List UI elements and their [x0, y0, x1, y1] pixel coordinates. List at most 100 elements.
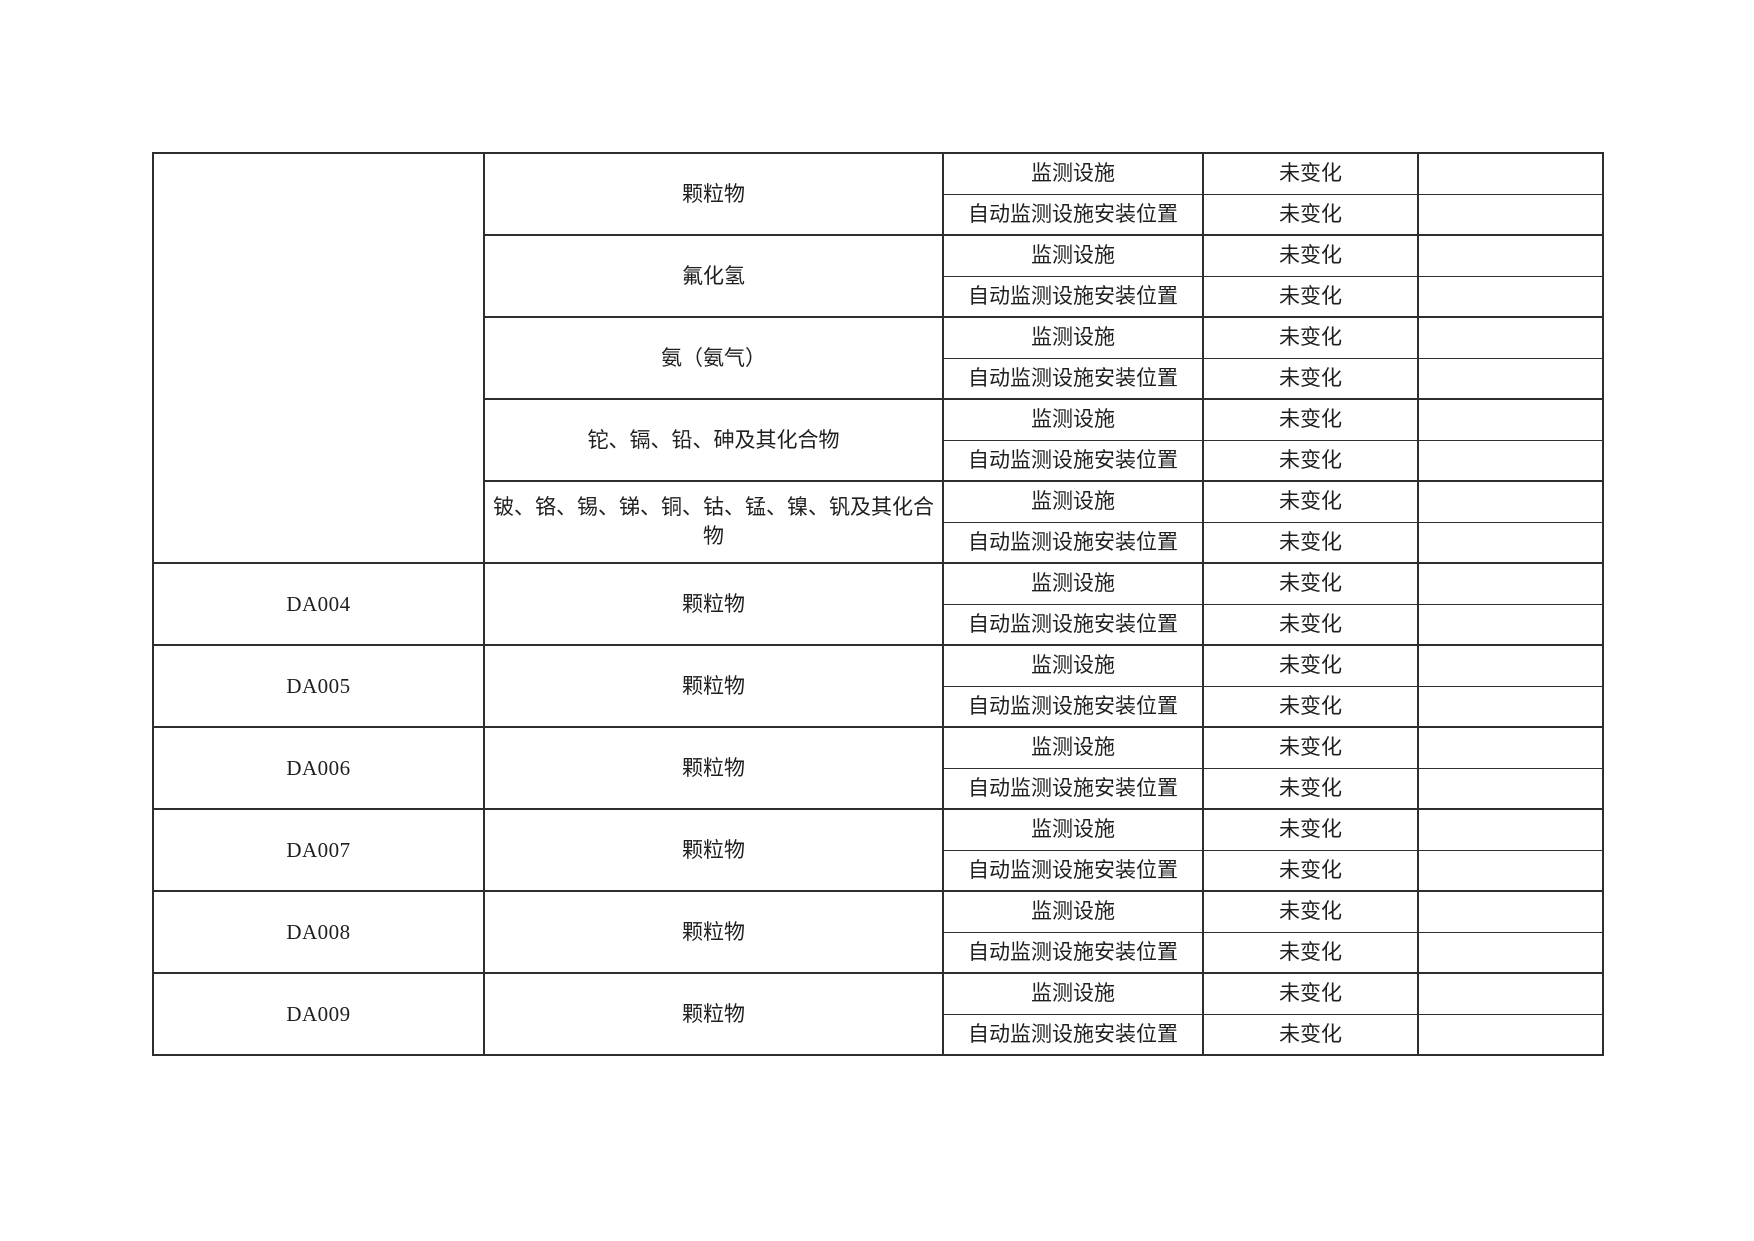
table-row: 自动监测设施安装位置 未变化 [153, 931, 1604, 974]
pollutant-cell: 颗粒物 [483, 152, 944, 236]
note-cell [1417, 562, 1604, 605]
item-cell: 监测设施 [942, 726, 1204, 769]
outlet-cell: DA009 [152, 972, 485, 1056]
table-row: DA006 颗粒物 监测设施 未变化 [152, 726, 1604, 810]
table-row: DA008 颗粒物 监测设施 未变化 [152, 890, 1604, 974]
item-cell: 监测设施 [942, 398, 1204, 441]
note-cell [1417, 316, 1604, 359]
note-cell [1417, 357, 1604, 400]
table-row: 氨（氨气） 监测设施 未变化 [153, 316, 1604, 400]
outlet-cell: DA008 [152, 890, 485, 974]
outlet-cell-merged [152, 152, 485, 564]
table-row: 铍、铬、锡、锑、铜、钴、锰、镍、钒及其化合物 监测设施 未变化 [153, 480, 1604, 564]
table-row: DA009 颗粒物 监测设施 未变化 [152, 972, 1604, 1056]
item-cell: 自动监测设施安装位置 [942, 1013, 1204, 1056]
status-cell: 未变化 [1202, 644, 1419, 687]
item-cell: 监测设施 [942, 644, 1204, 687]
note-cell [1417, 849, 1604, 892]
status-cell: 未变化 [1202, 603, 1419, 646]
note-cell [1417, 1013, 1604, 1056]
note-cell [1417, 890, 1604, 933]
item-cell: 自动监测设施安装位置 [942, 685, 1204, 728]
status-cell: 未变化 [1202, 439, 1419, 482]
note-cell [1417, 193, 1604, 236]
status-cell: 未变化 [1202, 357, 1419, 400]
table-row: 自动监测设施安装位置 未变化 [153, 357, 1604, 400]
item-cell: 监测设施 [942, 316, 1204, 359]
status-cell: 未变化 [1202, 480, 1419, 523]
status-cell: 未变化 [1202, 521, 1419, 564]
status-cell: 未变化 [1202, 726, 1419, 769]
table-row: DA007 颗粒物 监测设施 未变化 [152, 808, 1604, 892]
item-cell: 监测设施 [942, 972, 1204, 1015]
item-cell: 自动监测设施安装位置 [942, 439, 1204, 482]
status-cell: 未变化 [1202, 1013, 1419, 1056]
table-row: 氟化氢 监测设施 未变化 [153, 234, 1604, 318]
item-cell: 自动监测设施安装位置 [942, 521, 1204, 564]
status-cell: 未变化 [1202, 152, 1419, 195]
monitoring-change-table: 颗粒物 监测设施 未变化 自动监测设施安装位置 未变化 氟化氢 监测设施 未变化… [152, 152, 1604, 1056]
table-row: 自动监测设施安装位置 未变化 [153, 193, 1604, 236]
item-cell: 自动监测设施安装位置 [942, 767, 1204, 810]
table-row: 自动监测设施安装位置 未变化 [153, 685, 1604, 728]
note-cell [1417, 480, 1604, 523]
note-cell [1417, 152, 1604, 195]
status-cell: 未变化 [1202, 931, 1419, 974]
item-cell: 自动监测设施安装位置 [942, 357, 1204, 400]
pollutant-cell: 氨（氨气） [483, 316, 944, 400]
status-cell: 未变化 [1202, 562, 1419, 605]
pollutant-cell: 颗粒物 [483, 972, 944, 1056]
item-cell: 自动监测设施安装位置 [942, 931, 1204, 974]
item-cell: 监测设施 [942, 562, 1204, 605]
table-row: 铊、镉、铅、砷及其化合物 监测设施 未变化 [153, 398, 1604, 482]
status-cell: 未变化 [1202, 808, 1419, 851]
outlet-cell: DA006 [152, 726, 485, 810]
table-row: 自动监测设施安装位置 未变化 [153, 521, 1604, 564]
outlet-cell: DA004 [152, 562, 485, 646]
outlet-cell: DA005 [152, 644, 485, 728]
pollutant-cell: 颗粒物 [483, 562, 944, 646]
item-cell: 监测设施 [942, 234, 1204, 277]
note-cell [1417, 521, 1604, 564]
status-cell: 未变化 [1202, 890, 1419, 933]
table-row: DA005 颗粒物 监测设施 未变化 [152, 644, 1604, 728]
table-row: 颗粒物 监测设施 未变化 [152, 152, 1604, 564]
status-cell: 未变化 [1202, 398, 1419, 441]
table-row: 自动监测设施安装位置 未变化 [153, 275, 1604, 318]
table-row: 自动监测设施安装位置 未变化 [153, 1013, 1604, 1056]
note-cell [1417, 685, 1604, 728]
note-cell [1417, 644, 1604, 687]
pollutant-cell: 氟化氢 [483, 234, 944, 318]
status-cell: 未变化 [1202, 275, 1419, 318]
table-row: DA004 颗粒物 监测设施 未变化 [152, 562, 1604, 646]
note-cell [1417, 439, 1604, 482]
note-cell [1417, 726, 1604, 769]
note-cell [1417, 398, 1604, 441]
status-cell: 未变化 [1202, 193, 1419, 236]
status-cell: 未变化 [1202, 234, 1419, 277]
status-cell: 未变化 [1202, 767, 1419, 810]
item-cell: 监测设施 [942, 890, 1204, 933]
pollutant-cell: 颗粒物 [483, 726, 944, 810]
pollutant-cell: 铍、铬、锡、锑、铜、钴、锰、镍、钒及其化合物 [483, 480, 944, 564]
table-row: 自动监测设施安装位置 未变化 [153, 439, 1604, 482]
item-cell: 自动监测设施安装位置 [942, 275, 1204, 318]
status-cell: 未变化 [1202, 849, 1419, 892]
item-cell: 监测设施 [942, 480, 1204, 523]
item-cell: 监测设施 [942, 152, 1204, 195]
status-cell: 未变化 [1202, 316, 1419, 359]
status-cell: 未变化 [1202, 972, 1419, 1015]
note-cell [1417, 275, 1604, 318]
pollutant-cell: 颗粒物 [483, 890, 944, 974]
item-cell: 自动监测设施安装位置 [942, 193, 1204, 236]
note-cell [1417, 972, 1604, 1015]
note-cell [1417, 931, 1604, 974]
table-row: 自动监测设施安装位置 未变化 [153, 767, 1604, 810]
table-row: 自动监测设施安装位置 未变化 [153, 603, 1604, 646]
status-cell: 未变化 [1202, 685, 1419, 728]
outlet-cell: DA007 [152, 808, 485, 892]
item-cell: 监测设施 [942, 808, 1204, 851]
item-cell: 自动监测设施安装位置 [942, 603, 1204, 646]
note-cell [1417, 808, 1604, 851]
